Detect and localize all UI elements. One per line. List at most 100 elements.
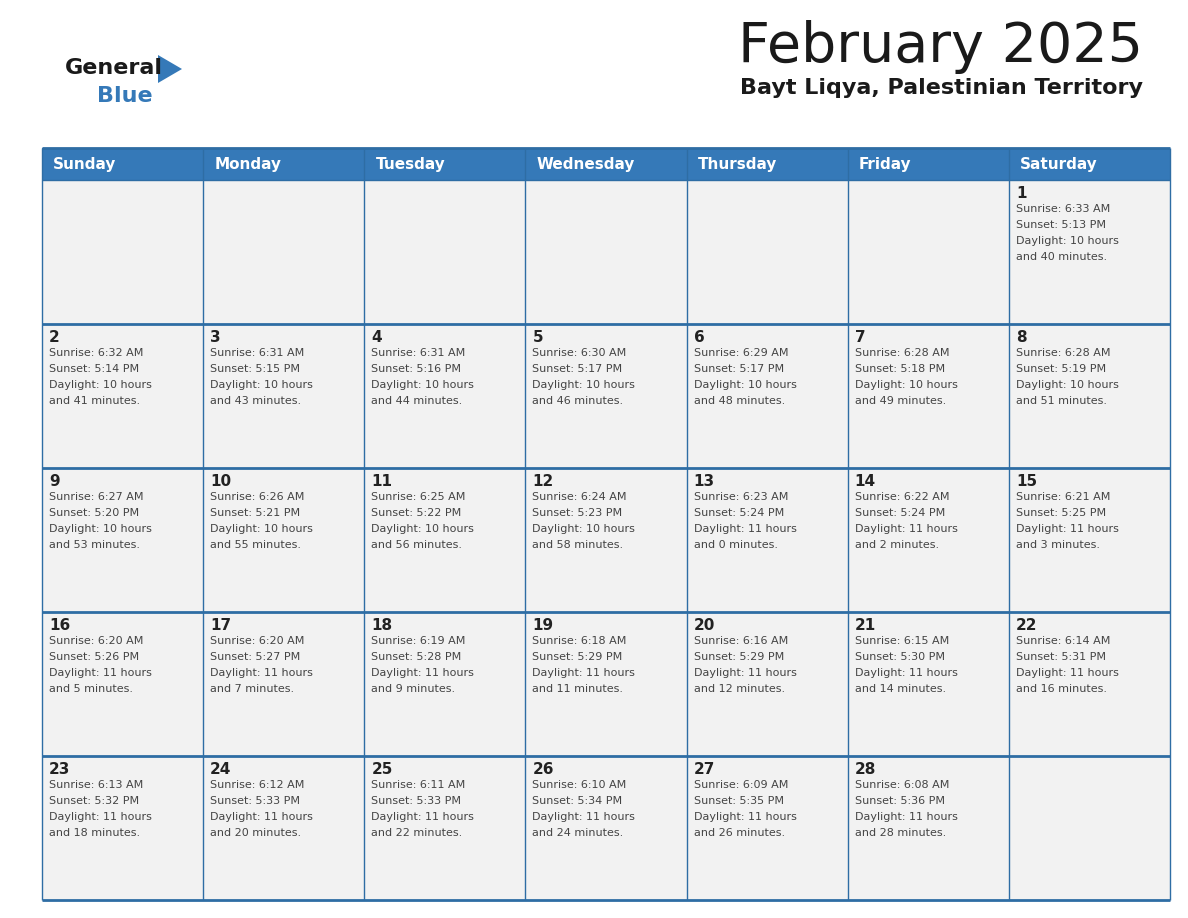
Text: Sunset: 5:23 PM: Sunset: 5:23 PM	[532, 508, 623, 518]
Text: Daylight: 11 hours: Daylight: 11 hours	[210, 668, 312, 678]
Text: Sunset: 5:22 PM: Sunset: 5:22 PM	[372, 508, 461, 518]
Text: Sunset: 5:33 PM: Sunset: 5:33 PM	[210, 796, 301, 806]
Text: Sunrise: 6:15 AM: Sunrise: 6:15 AM	[854, 636, 949, 646]
Text: and 22 minutes.: and 22 minutes.	[372, 828, 462, 838]
Text: Sunrise: 6:18 AM: Sunrise: 6:18 AM	[532, 636, 627, 646]
Text: and 55 minutes.: and 55 minutes.	[210, 540, 301, 550]
Text: Monday: Monday	[214, 156, 282, 172]
Text: Sunset: 5:31 PM: Sunset: 5:31 PM	[1016, 652, 1106, 662]
Text: 8: 8	[1016, 330, 1026, 345]
Bar	[42, 612, 203, 756]
Text: 10: 10	[210, 474, 232, 489]
Text: General: General	[65, 58, 163, 78]
Text: 16: 16	[49, 618, 70, 633]
Text: Sunrise: 6:11 AM: Sunrise: 6:11 AM	[372, 780, 466, 790]
Text: Tuesday: Tuesday	[375, 156, 446, 172]
Bar	[365, 756, 525, 900]
Bar	[365, 148, 525, 180]
Text: Blue: Blue	[97, 86, 152, 106]
Bar	[687, 612, 848, 756]
Text: Daylight: 11 hours: Daylight: 11 hours	[1016, 668, 1119, 678]
Text: Daylight: 11 hours: Daylight: 11 hours	[372, 812, 474, 822]
Text: 4: 4	[372, 330, 381, 345]
Text: Daylight: 11 hours: Daylight: 11 hours	[49, 812, 152, 822]
Text: Sunset: 5:19 PM: Sunset: 5:19 PM	[1016, 364, 1106, 374]
Text: Daylight: 10 hours: Daylight: 10 hours	[49, 524, 152, 534]
Text: 21: 21	[854, 618, 876, 633]
Text: Sunrise: 6:14 AM: Sunrise: 6:14 AM	[1016, 636, 1111, 646]
Bar	[1009, 324, 1170, 468]
Text: Daylight: 11 hours: Daylight: 11 hours	[694, 812, 796, 822]
Text: Sunrise: 6:29 AM: Sunrise: 6:29 AM	[694, 348, 788, 358]
Text: Sunset: 5:26 PM: Sunset: 5:26 PM	[49, 652, 139, 662]
Text: Bayt Liqya, Palestinian Territory: Bayt Liqya, Palestinian Territory	[740, 78, 1143, 98]
Text: Sunset: 5:21 PM: Sunset: 5:21 PM	[210, 508, 301, 518]
Text: Sunrise: 6:08 AM: Sunrise: 6:08 AM	[854, 780, 949, 790]
Text: 19: 19	[532, 618, 554, 633]
Bar	[365, 612, 525, 756]
Text: and 11 minutes.: and 11 minutes.	[532, 684, 624, 694]
Text: 23: 23	[49, 762, 70, 777]
Text: 9: 9	[49, 474, 59, 489]
Text: 3: 3	[210, 330, 221, 345]
Text: 6: 6	[694, 330, 704, 345]
Bar	[42, 756, 203, 900]
Text: Sunrise: 6:31 AM: Sunrise: 6:31 AM	[372, 348, 466, 358]
Bar	[848, 324, 1009, 468]
Text: Sunset: 5:16 PM: Sunset: 5:16 PM	[372, 364, 461, 374]
Bar	[687, 756, 848, 900]
Bar	[42, 180, 203, 324]
Text: 11: 11	[372, 474, 392, 489]
Bar	[848, 756, 1009, 900]
Text: and 53 minutes.: and 53 minutes.	[49, 540, 140, 550]
Text: 20: 20	[694, 618, 715, 633]
Text: Wednesday: Wednesday	[537, 156, 636, 172]
Text: Sunset: 5:28 PM: Sunset: 5:28 PM	[372, 652, 461, 662]
Text: Daylight: 11 hours: Daylight: 11 hours	[694, 524, 796, 534]
Text: Sunset: 5:13 PM: Sunset: 5:13 PM	[1016, 220, 1106, 230]
Text: Friday: Friday	[859, 156, 911, 172]
Text: Daylight: 10 hours: Daylight: 10 hours	[372, 380, 474, 390]
Text: Daylight: 11 hours: Daylight: 11 hours	[49, 668, 152, 678]
Text: Sunrise: 6:09 AM: Sunrise: 6:09 AM	[694, 780, 788, 790]
Bar	[687, 468, 848, 612]
Text: 22: 22	[1016, 618, 1037, 633]
Text: and 49 minutes.: and 49 minutes.	[854, 396, 946, 406]
Text: Thursday: Thursday	[697, 156, 777, 172]
Bar	[203, 756, 365, 900]
Text: Sunset: 5:20 PM: Sunset: 5:20 PM	[49, 508, 139, 518]
Bar	[365, 324, 525, 468]
Text: Sunrise: 6:24 AM: Sunrise: 6:24 AM	[532, 492, 627, 502]
Text: Daylight: 11 hours: Daylight: 11 hours	[532, 812, 636, 822]
Text: and 48 minutes.: and 48 minutes.	[694, 396, 785, 406]
Text: 12: 12	[532, 474, 554, 489]
Text: and 26 minutes.: and 26 minutes.	[694, 828, 785, 838]
Text: 2: 2	[49, 330, 59, 345]
Text: Daylight: 10 hours: Daylight: 10 hours	[49, 380, 152, 390]
Text: Sunset: 5:17 PM: Sunset: 5:17 PM	[532, 364, 623, 374]
Text: Sunrise: 6:20 AM: Sunrise: 6:20 AM	[210, 636, 304, 646]
Text: Daylight: 11 hours: Daylight: 11 hours	[854, 668, 958, 678]
Text: Sunrise: 6:16 AM: Sunrise: 6:16 AM	[694, 636, 788, 646]
Text: 7: 7	[854, 330, 865, 345]
Text: Daylight: 10 hours: Daylight: 10 hours	[1016, 236, 1119, 246]
Bar	[687, 148, 848, 180]
Text: Sunrise: 6:33 AM: Sunrise: 6:33 AM	[1016, 204, 1110, 214]
Text: Sunset: 5:25 PM: Sunset: 5:25 PM	[1016, 508, 1106, 518]
Bar	[203, 148, 365, 180]
Bar	[365, 468, 525, 612]
Text: and 20 minutes.: and 20 minutes.	[210, 828, 302, 838]
Text: Daylight: 10 hours: Daylight: 10 hours	[210, 524, 312, 534]
Text: Sunrise: 6:19 AM: Sunrise: 6:19 AM	[372, 636, 466, 646]
Text: Sunset: 5:17 PM: Sunset: 5:17 PM	[694, 364, 784, 374]
Bar	[525, 148, 687, 180]
Text: 14: 14	[854, 474, 876, 489]
Text: Daylight: 11 hours: Daylight: 11 hours	[532, 668, 636, 678]
Text: Daylight: 11 hours: Daylight: 11 hours	[210, 812, 312, 822]
Bar	[525, 180, 687, 324]
Text: and 3 minutes.: and 3 minutes.	[1016, 540, 1100, 550]
Bar	[1009, 148, 1170, 180]
Text: 24: 24	[210, 762, 232, 777]
Text: and 51 minutes.: and 51 minutes.	[1016, 396, 1107, 406]
Text: 27: 27	[694, 762, 715, 777]
